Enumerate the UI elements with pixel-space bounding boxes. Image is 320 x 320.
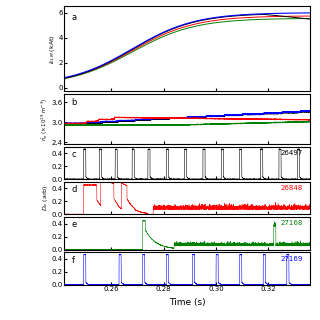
Text: 26497: 26497 <box>281 150 303 156</box>
Text: 26848: 26848 <box>281 185 303 191</box>
Text: a: a <box>71 13 76 22</box>
Text: 27168: 27168 <box>281 220 303 226</box>
Text: b: b <box>71 98 77 107</box>
X-axis label: Time (s): Time (s) <box>169 298 205 307</box>
Text: c: c <box>71 150 76 159</box>
Text: e: e <box>71 220 77 229</box>
Y-axis label: $D_{\alpha}$ (arb): $D_{\alpha}$ (arb) <box>41 185 50 212</box>
Text: 27169: 27169 <box>281 256 303 261</box>
Text: f: f <box>71 256 74 265</box>
Y-axis label: $\bar{n}_e$ ($\times10^{19}$ m$^{-3}$): $\bar{n}_e$ ($\times10^{19}$ m$^{-3}$) <box>40 98 50 141</box>
Y-axis label: $I_{ELM}$ (kAt): $I_{ELM}$ (kAt) <box>48 34 57 64</box>
Text: d: d <box>71 185 77 194</box>
